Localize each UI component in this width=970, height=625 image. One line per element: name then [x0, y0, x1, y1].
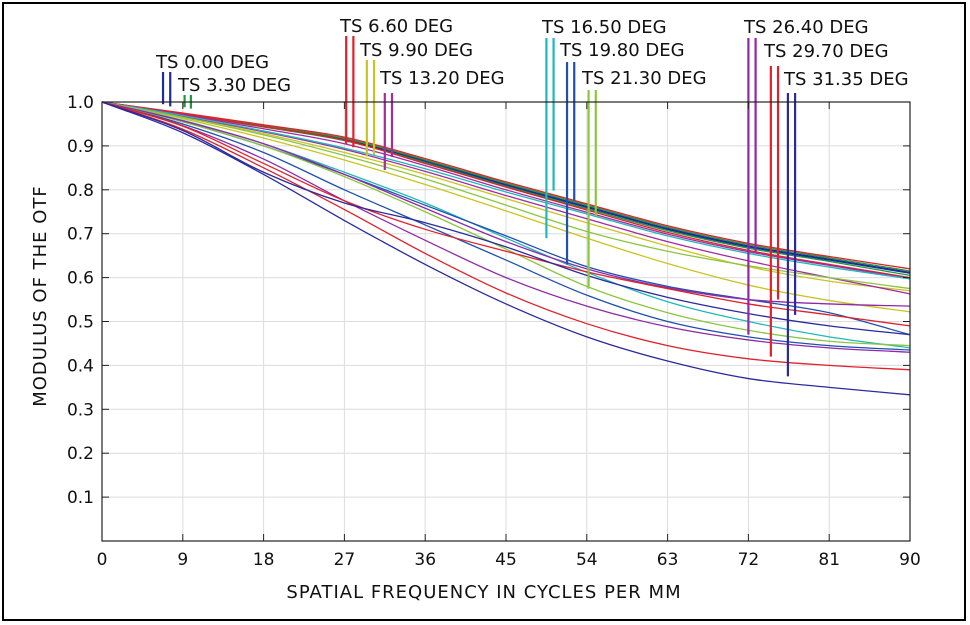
x-tick-label: 72	[738, 550, 760, 570]
x-tick-label: 27	[334, 550, 356, 570]
y-tick-label: 0.1	[67, 488, 94, 508]
x-tick-label: 9	[177, 550, 188, 570]
y-axis-label: MODULUS OF THE OTF	[30, 185, 51, 407]
field-tag-label: TS 3.30 DEG	[177, 75, 291, 96]
x-axis-label: SPATIAL FREQUENCY IN CYCLES PER MM	[286, 582, 681, 603]
series-line	[101, 101, 911, 396]
x-tick-label: 18	[253, 550, 275, 570]
series-line	[101, 101, 911, 292]
field-tag-label: TS 29.70 DEG	[763, 41, 889, 62]
field-tag-label: TS 0.00 DEG	[155, 52, 269, 73]
series-line	[101, 101, 911, 307]
field-tag-label: TS 26.40 DEG	[743, 17, 869, 38]
field-tag-label: TS 6.60 DEG	[339, 16, 453, 37]
series-line	[101, 101, 911, 336]
x-tick-label: 0	[97, 550, 108, 570]
series-line	[101, 101, 911, 371]
series-line	[101, 101, 911, 279]
grid	[102, 102, 910, 541]
axes: 0 9 18 27 36 45 54 63 72 81 90 0.1 0.2 0.3 0.4 0.5 0.6 0.…	[67, 93, 921, 570]
y-tick-label: 1.0	[67, 93, 94, 113]
x-tick-label: 63	[657, 550, 679, 570]
series-line	[101, 101, 911, 351]
field-tag-label: TS 21.30 DEG	[581, 68, 707, 89]
series-line	[101, 101, 911, 280]
y-tick-label: 0.8	[67, 181, 94, 201]
series-line	[101, 101, 911, 353]
y-tick-label: 0.9	[67, 137, 94, 157]
y-tick-label: 0.2	[67, 444, 94, 464]
series-line	[101, 101, 911, 327]
field-tag-label: TS 19.80 DEG	[559, 40, 685, 61]
field-tag-label: TS 13.20 DEG	[379, 68, 505, 89]
x-tick-label: 36	[414, 550, 436, 570]
series-line	[101, 101, 911, 295]
x-tick-label: 45	[495, 550, 517, 570]
field-tag-label: TS 16.50 DEG	[541, 17, 667, 38]
x-tick-label: 90	[899, 550, 921, 570]
series-line	[101, 101, 911, 313]
series-line	[101, 101, 911, 272]
series-line	[101, 101, 911, 347]
y-tick-label: 0.3	[67, 400, 94, 420]
y-tick-label: 0.6	[67, 269, 94, 289]
series-lines	[101, 101, 911, 396]
field-tag-label: TS 9.90 DEG	[359, 40, 473, 61]
series-line	[101, 101, 911, 270]
field-tag-label: TS 31.35 DEG	[783, 69, 909, 90]
series-line	[101, 101, 911, 280]
series-line	[101, 101, 911, 290]
x-tick-label: 54	[576, 550, 598, 570]
y-tick-label: 0.7	[67, 225, 94, 245]
y-tick-label: 0.4	[67, 356, 94, 376]
x-tick-label: 81	[818, 550, 840, 570]
y-tick-label: 0.5	[67, 313, 94, 333]
